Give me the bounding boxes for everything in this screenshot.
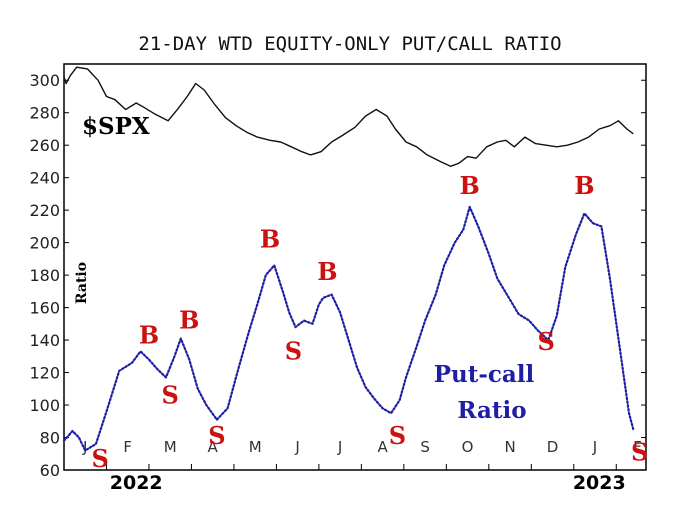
x-month-label: M	[164, 438, 177, 456]
x-month-label: J	[337, 438, 342, 456]
sell-signal: S	[537, 327, 554, 356]
y-tick-label: 80	[40, 429, 60, 448]
x-month-label: D	[547, 438, 559, 456]
sell-signal: S	[162, 380, 179, 409]
putcall-line	[62, 205, 635, 452]
x-year-label: 2022	[110, 472, 163, 494]
x-month-label: J	[82, 438, 87, 456]
y-tick-label: 260	[29, 136, 60, 155]
sell-signal: S	[389, 421, 406, 450]
x-month-label: A	[377, 438, 388, 456]
y-tick-label: 240	[29, 169, 60, 188]
x-month-label: S	[420, 438, 430, 456]
y-tick-label: 60	[40, 461, 60, 480]
x-month-label: O	[462, 438, 474, 456]
y-tick-label: 220	[29, 201, 60, 220]
y-tick-label: 180	[29, 266, 60, 285]
series-lines	[62, 66, 635, 452]
y-tick-label: 120	[29, 364, 60, 383]
buy-signal: B	[460, 171, 480, 200]
buy-signal: B	[260, 225, 280, 254]
y-tick-label: 200	[29, 234, 60, 253]
y-tick-label: 100	[29, 396, 60, 415]
y-tick-label: 160	[29, 299, 60, 318]
spx-series-label: $SPX	[82, 113, 150, 140]
sell-signal: S	[285, 337, 302, 366]
x-month-label: F	[123, 438, 132, 456]
y-tick-label: 300	[29, 71, 60, 90]
putcall-label-line1: Put-call	[434, 361, 535, 388]
sell-signal: S	[91, 444, 108, 473]
y-tick-label: 140	[29, 331, 60, 350]
x-month-label: J	[294, 438, 299, 456]
buy-signal: B	[317, 257, 337, 286]
x-year-label: 2023	[573, 472, 626, 494]
buy-signal: B	[179, 306, 199, 335]
grid-ticks	[63, 79, 646, 471]
sell-signal: S	[208, 421, 225, 450]
buy-signal: B	[574, 171, 594, 200]
putcall-label-line2: Ratio	[457, 397, 526, 424]
sell-signal: S	[631, 437, 648, 466]
y-axis-label: Ratio	[74, 262, 90, 304]
chart-title: 21-DAY WTD EQUITY-ONLY PUT/CALL RATIO	[138, 33, 561, 55]
spx-line	[63, 66, 634, 168]
y-tick-label: 280	[29, 104, 60, 123]
plot-frame	[63, 63, 647, 471]
x-month-label: J	[592, 438, 597, 456]
x-month-label: A	[208, 438, 219, 456]
buy-signal: B	[139, 320, 159, 349]
x-month-label: N	[504, 438, 515, 456]
x-month-label: M	[249, 438, 262, 456]
y-tick-labels: 300 280 260 240 220 200 180 160 140 120 100 80 60	[29, 71, 60, 480]
x-month-label: F	[633, 438, 642, 456]
x-tick-labels: J F M A M J J A S O N D J F 2022 2023	[82, 438, 642, 494]
